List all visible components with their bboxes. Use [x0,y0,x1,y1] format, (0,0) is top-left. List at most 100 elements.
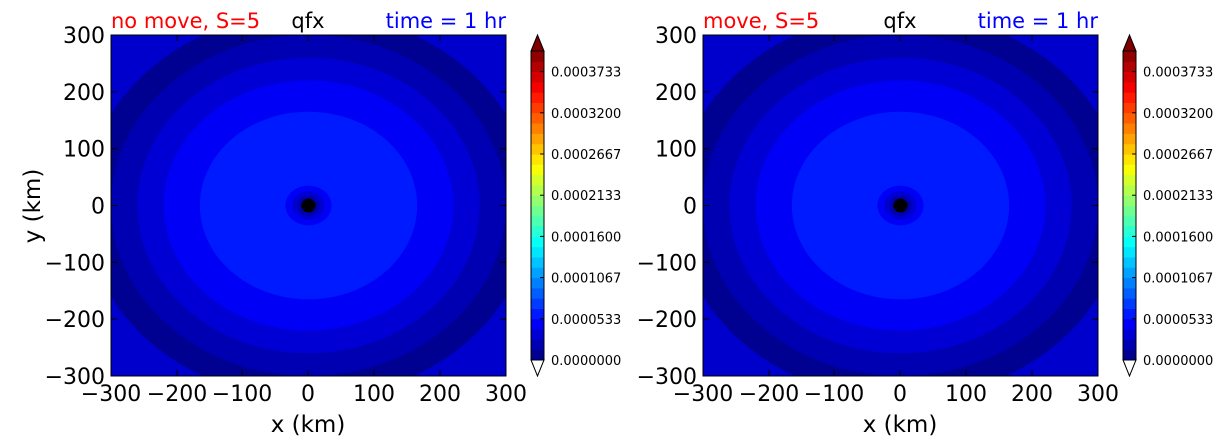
y-tick-label: 0 [91,195,105,220]
colorbar-level [1123,257,1136,268]
colorbar-level [531,195,544,206]
colorbar-tick-label: 0.0002133 [551,189,621,204]
colorbar-tick-label: 0.0002667 [1143,148,1213,163]
y-tick-label: −300 [45,365,105,390]
y-tick-label: 300 [655,24,697,49]
x-tick-label: 300 [485,382,527,407]
colorbar-level [1123,174,1136,186]
panel-right: −300 −200 −100 0 100 200 300 3002001000−100−20… [637,9,1214,438]
colorbar-level [1123,102,1136,114]
colorbar-level [1123,226,1136,237]
y-axis-ticks: 300 200 100 0 −100 −200 −300 [45,24,506,390]
colorbar-level [1123,318,1136,330]
colorbar-level [1123,81,1136,93]
colorbar-extend-max [530,33,545,52]
colorbar-level [531,123,544,134]
colorbar-tick-label: 0.0002133 [1143,189,1213,204]
colorbar-level [1123,267,1136,279]
colorbar-level [531,51,544,62]
colorbar-level [531,277,544,289]
colorbar-level [531,236,544,248]
x-tick-label: 200 [1011,382,1053,407]
colorbar-level [531,308,544,320]
colorbar-level [1123,92,1136,103]
colorbar-level [1123,215,1136,227]
colorbar-level [1123,61,1136,73]
x-tick-label: −200 [147,382,207,407]
colorbar-tick-label: 0.0003733 [1143,66,1213,81]
colorbar-levels [1123,51,1136,361]
colorbar-extend-max [1122,33,1137,52]
title-center: qfx [291,9,324,33]
colorbar-level [531,133,544,145]
x-tick-label: −300 [673,382,733,407]
colorbar-frame [530,50,545,361]
colorbar-level [1123,184,1136,196]
x-axis-ticks: −300 −200 −100 0 100 200 300 [673,35,1119,407]
colorbar-tick-label: 0.0000000 [551,354,621,369]
colorbar-level [1123,277,1136,289]
x-tick-label: 0 [893,382,907,407]
colorbar-level [531,318,544,330]
y-axis-label: y (km) [20,169,46,244]
panel-left: −300 −200 −100 0 100 200 300 3002001000−100−20… [20,9,621,438]
x-axis-label: x (km) [271,412,346,438]
colorbar-tick-label: 0.0000533 [1143,313,1213,328]
colorbar-tick-label: 0.0000000 [1143,354,1213,369]
colorbar-level [1123,287,1136,299]
x-tick-label: −200 [739,382,799,407]
center-marker [301,198,316,213]
x-tick-label: 200 [419,382,461,407]
colorbar-level [1123,51,1136,62]
y-tick-label: −100 [637,251,697,276]
y-tick-label: −300 [637,365,697,390]
colorbar-level [531,329,544,340]
colorbar-level [531,61,544,73]
colorbar-level [531,339,544,351]
colorbar-level [531,71,544,83]
colorbar-tick-label: 0.0003200 [551,107,621,122]
colorbar-level [1123,164,1136,176]
colorbar-level [531,298,544,309]
x-tick-label: 300 [1077,382,1119,407]
title-right: time = 1 hr [386,9,507,33]
colorbar-level [531,102,544,114]
y-tick-label: 200 [655,81,697,106]
colorbar-level [1123,143,1136,155]
colorbar-level [531,226,544,237]
x-tick-label: 100 [945,382,987,407]
colorbar-level [531,164,544,176]
colorbar-level [1123,246,1136,258]
colorbar-level [531,112,544,124]
colorbar-tick-label: 0.0002667 [551,148,621,163]
title-left: move, S=5 [703,9,819,33]
colorbar-level [531,154,544,165]
colorbar-level [531,184,544,196]
x-axis-label: x (km) [863,412,938,438]
x-tick-label: −100 [212,382,272,407]
colorbar-level [1123,339,1136,351]
colorbar-tick-label: 0.0003733 [551,66,621,81]
y-tick-label: −200 [637,308,697,333]
colorbar-level [1123,298,1136,309]
colorbar-tick-label: 0.0001600 [551,230,621,245]
y-tick-label: 200 [63,81,105,106]
colorbar-level [531,205,544,217]
colorbar-level [531,143,544,155]
y-tick-label: 0 [683,195,697,220]
colorbar: 0.0003733 0.0003200 0.0002667 0.0002133 0.00… [1122,33,1213,378]
center-marker [893,198,908,213]
colorbar-level [1123,71,1136,83]
y-axis-ticks: 300 200 100 0 −100 −200 −300 [637,24,1098,390]
colorbar-extend-min [530,359,545,378]
colorbar-level [1123,329,1136,340]
colorbar-tick-label: 0.0001600 [1143,230,1213,245]
colorbar-level [531,349,544,361]
colorbar-level [1123,123,1136,134]
x-tick-label: −300 [81,382,141,407]
title-right: time = 1 hr [978,9,1099,33]
x-tick-label: 0 [301,382,315,407]
colorbar-level [1123,205,1136,217]
colorbar-tick-label: 0.0001067 [551,272,621,287]
colorbar-level [1123,236,1136,248]
